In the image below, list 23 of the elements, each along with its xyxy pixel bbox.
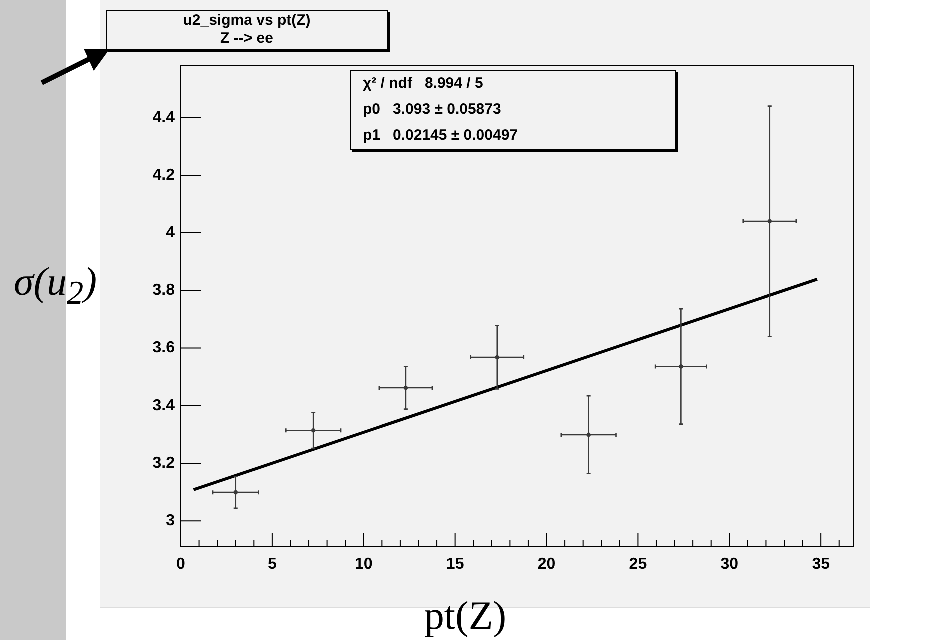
y-tick-label: 3 — [166, 512, 176, 530]
annotation: p1 0.02145 ± 0.00497 — [363, 126, 520, 146]
chart-title: u2_sigma vs pt(Z) — [182, 12, 312, 30]
x-tick-label: 35 — [812, 556, 830, 574]
annotation: χ² / ndf 8.994 / 5 — [363, 74, 484, 94]
y-tick-label: 4.2 — [152, 166, 176, 184]
y-tick-label: 4.4 — [152, 109, 176, 126]
x-tick-label: 15 — [446, 556, 464, 574]
x-tick-label: 20 — [538, 556, 556, 574]
x-tick-label: 0 — [176, 556, 186, 574]
y-axis-title: σ(u$_{2}$) — [14, 258, 98, 313]
y-tick-label: 3.6 — [152, 340, 176, 357]
x-tick-label: 25 — [629, 556, 648, 574]
x-tick-label: 30 — [720, 556, 739, 574]
x-tick-label: 10 — [354, 556, 373, 574]
x-tick-label: 5 — [268, 556, 277, 574]
y-tick-label: 3.2 — [152, 454, 176, 472]
y-tick-label: 3.8 — [152, 282, 176, 300]
x-axis-title: pt(Z) — [423, 592, 508, 639]
y-tick-label: 3.4 — [152, 397, 176, 414]
annotation: p0 3.093 ± 0.05873 — [363, 100, 502, 120]
y-tick-label: 4 — [166, 224, 176, 242]
chart-subtitle: Z --> ee — [220, 30, 274, 48]
